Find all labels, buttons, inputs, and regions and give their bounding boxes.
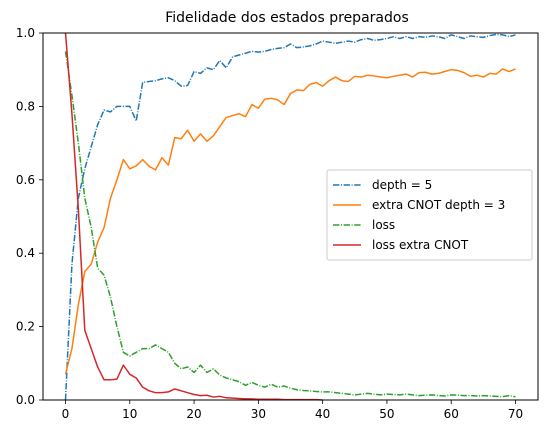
x-tick-label: 40 <box>315 407 330 421</box>
legend: depth = 5 extra CNOT depth = 3 loss loss ex… <box>326 169 533 261</box>
x-tick-label: 50 <box>379 407 394 421</box>
series-line-3 <box>64 51 516 398</box>
y-tick-label: 0.2 <box>16 320 35 334</box>
legend-label: extra CNOT depth = 3 <box>372 198 505 212</box>
series-line-1 <box>64 33 516 401</box>
legend-label: loss extra CNOT <box>372 238 469 252</box>
x-tick-label: 60 <box>444 407 459 421</box>
y-tick-label: 0.0 <box>16 393 35 407</box>
y-tick-label: 0.6 <box>16 173 35 187</box>
series-line-4 <box>64 32 323 401</box>
chart-title: Fidelidade dos estados preparados <box>165 10 408 26</box>
legend-label: loss <box>372 218 395 232</box>
x-tick-label: 10 <box>122 407 137 421</box>
y-tick-label: 0.4 <box>16 246 35 260</box>
x-tick-label: 20 <box>186 407 201 421</box>
y-tick-label: 1.0 <box>16 26 35 40</box>
legend-label: depth = 5 <box>372 178 432 192</box>
x-tick-label: 70 <box>508 407 523 421</box>
legend-box <box>326 169 533 261</box>
series-line-2 <box>64 68 516 375</box>
x-tick-label: 0 <box>62 407 70 421</box>
x-axis: 0 10 20 30 40 50 60 70 <box>62 400 523 421</box>
y-axis: 0.0 0.2 0.4 0.6 0.8 1.0 <box>16 26 43 407</box>
x-tick-label: 30 <box>251 407 266 421</box>
plot-lines <box>64 32 516 401</box>
y-tick-label: 0.8 <box>16 99 35 113</box>
plot-frame <box>42 32 539 401</box>
